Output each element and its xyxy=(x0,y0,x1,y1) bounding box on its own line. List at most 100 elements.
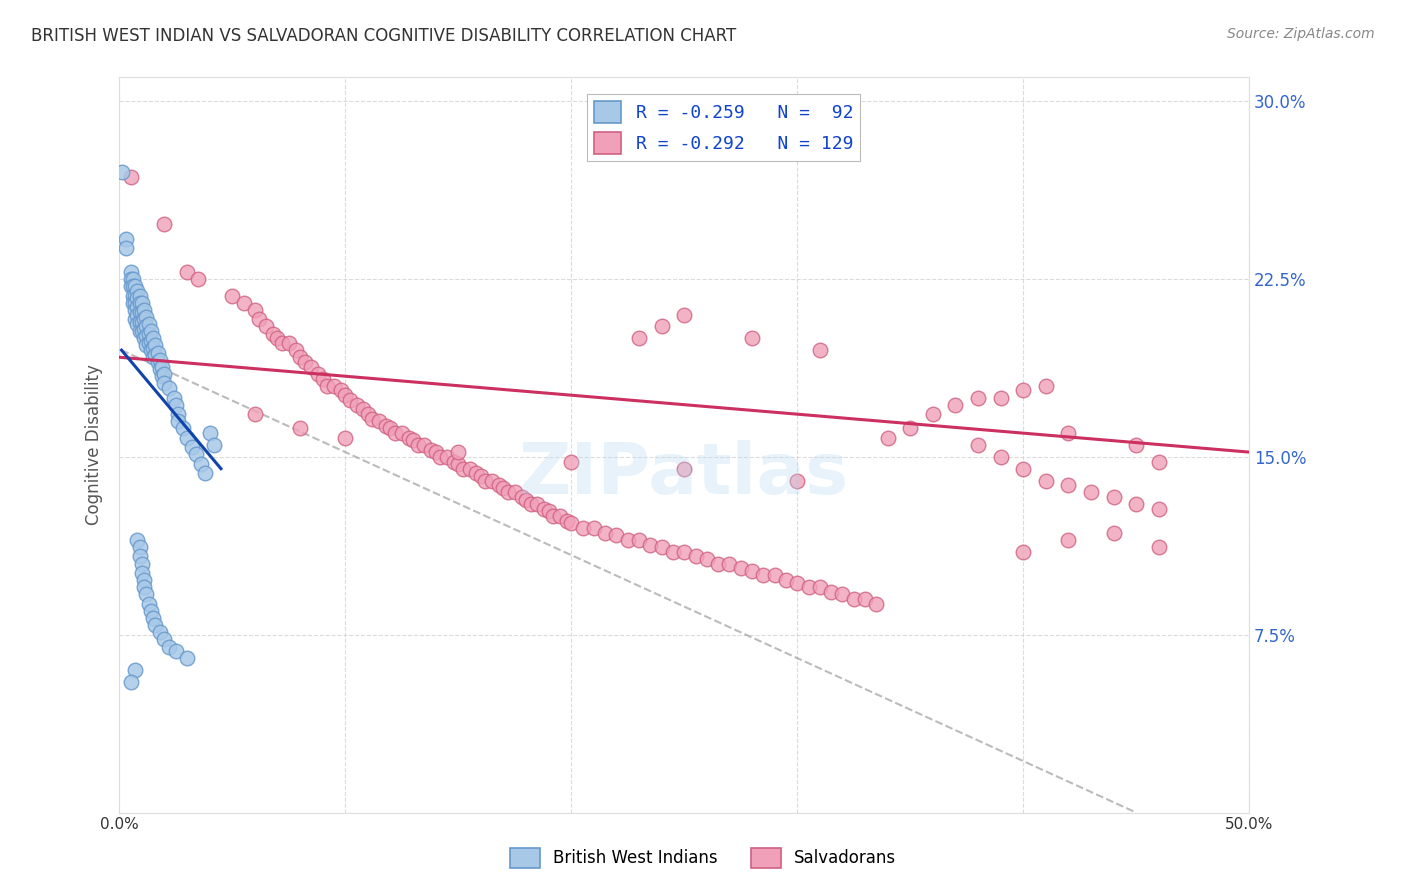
Point xyxy=(436,450,458,464)
Point xyxy=(990,450,1012,464)
Point xyxy=(124,288,146,302)
Point xyxy=(406,438,429,452)
Point xyxy=(146,345,169,359)
Point xyxy=(1012,461,1035,475)
Point xyxy=(120,675,142,690)
Point xyxy=(307,367,329,381)
Point xyxy=(262,326,284,341)
Point xyxy=(541,509,564,524)
Point xyxy=(172,421,194,435)
Point xyxy=(150,369,173,384)
Point xyxy=(247,312,270,326)
Point xyxy=(571,521,593,535)
Point xyxy=(316,378,339,392)
Point xyxy=(786,474,808,488)
Point xyxy=(718,557,741,571)
Point xyxy=(150,359,173,374)
Point xyxy=(121,279,143,293)
Point xyxy=(149,362,172,376)
Point xyxy=(121,272,143,286)
Point xyxy=(145,338,167,352)
Point xyxy=(831,587,853,601)
Point xyxy=(120,169,142,184)
Point xyxy=(134,573,156,587)
Point xyxy=(1057,533,1080,547)
Point xyxy=(124,312,146,326)
Point xyxy=(865,597,887,611)
Point xyxy=(138,336,160,351)
Point xyxy=(1035,474,1057,488)
Point xyxy=(1057,478,1080,492)
Point xyxy=(146,355,169,369)
Point xyxy=(142,351,165,365)
Point xyxy=(651,319,673,334)
Point xyxy=(1147,540,1170,554)
Point xyxy=(127,317,149,331)
Point xyxy=(876,431,898,445)
Point xyxy=(266,331,288,345)
Point xyxy=(967,438,990,452)
Point xyxy=(157,381,180,395)
Point xyxy=(120,279,142,293)
Point xyxy=(121,295,143,310)
Point xyxy=(162,391,184,405)
Point xyxy=(1147,502,1170,516)
Point xyxy=(593,525,616,540)
Point xyxy=(124,663,146,677)
Point xyxy=(176,265,198,279)
Point xyxy=(127,533,149,547)
Point xyxy=(786,575,808,590)
Point xyxy=(707,557,730,571)
Point xyxy=(149,625,172,640)
Point xyxy=(730,561,752,575)
Point xyxy=(533,502,555,516)
Point xyxy=(465,467,488,481)
Point xyxy=(560,454,582,468)
Point xyxy=(139,324,162,338)
Point xyxy=(124,279,146,293)
Point xyxy=(142,341,165,355)
Point xyxy=(180,441,202,455)
Point xyxy=(131,324,153,338)
Point xyxy=(138,326,160,341)
Point xyxy=(1102,525,1125,540)
Point xyxy=(537,504,560,518)
Point xyxy=(323,378,346,392)
Point xyxy=(420,442,443,457)
Point xyxy=(329,384,352,398)
Point xyxy=(157,640,180,654)
Point xyxy=(741,564,763,578)
Point xyxy=(124,302,146,317)
Point xyxy=(519,497,541,511)
Point xyxy=(142,331,165,345)
Point xyxy=(190,457,212,471)
Point xyxy=(135,338,157,352)
Point xyxy=(149,352,172,367)
Point xyxy=(221,288,243,302)
Point xyxy=(299,359,322,374)
Point xyxy=(990,391,1012,405)
Point xyxy=(187,272,209,286)
Point xyxy=(135,587,157,601)
Point xyxy=(673,308,696,322)
Point xyxy=(202,438,225,452)
Point xyxy=(128,295,150,310)
Point xyxy=(380,421,402,435)
Point xyxy=(138,317,160,331)
Point xyxy=(967,391,990,405)
Point xyxy=(277,336,299,351)
Point xyxy=(368,414,391,428)
Point xyxy=(243,302,266,317)
Point xyxy=(1147,454,1170,468)
Point xyxy=(110,165,132,179)
Point xyxy=(139,334,162,348)
Point xyxy=(120,272,142,286)
Point xyxy=(131,566,153,580)
Point xyxy=(627,533,650,547)
Point xyxy=(488,478,510,492)
Point xyxy=(120,265,142,279)
Point xyxy=(374,419,396,434)
Point xyxy=(176,651,198,665)
Point xyxy=(402,434,425,448)
Point xyxy=(311,371,333,385)
